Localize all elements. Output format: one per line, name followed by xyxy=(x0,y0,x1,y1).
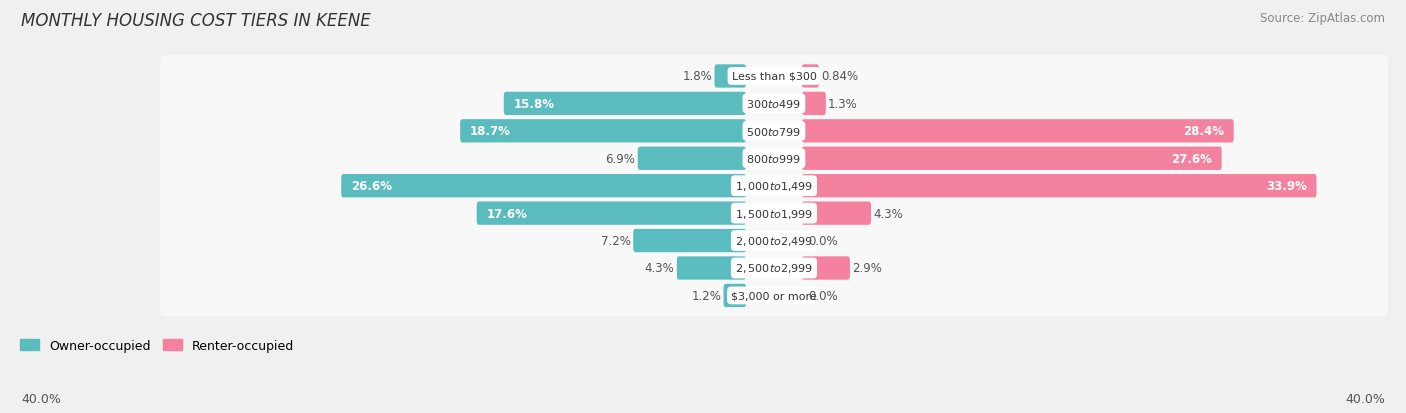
Legend: Owner-occupied, Renter-occupied: Owner-occupied, Renter-occupied xyxy=(15,334,298,357)
FancyBboxPatch shape xyxy=(633,229,747,253)
Text: $300 to $499: $300 to $499 xyxy=(747,98,801,110)
Text: MONTHLY HOUSING COST TIERS IN KEENE: MONTHLY HOUSING COST TIERS IN KEENE xyxy=(21,12,371,30)
FancyBboxPatch shape xyxy=(160,166,1388,207)
Text: 1.2%: 1.2% xyxy=(692,289,721,302)
Text: 28.4%: 28.4% xyxy=(1182,125,1225,138)
FancyBboxPatch shape xyxy=(160,275,1388,316)
FancyBboxPatch shape xyxy=(801,93,825,116)
FancyBboxPatch shape xyxy=(801,65,818,88)
FancyBboxPatch shape xyxy=(160,220,1388,262)
Text: $2,500 to $2,999: $2,500 to $2,999 xyxy=(735,262,813,275)
Text: 0.84%: 0.84% xyxy=(821,70,858,83)
FancyBboxPatch shape xyxy=(160,193,1388,234)
Text: 17.6%: 17.6% xyxy=(486,207,527,220)
Text: 40.0%: 40.0% xyxy=(1346,392,1385,405)
FancyBboxPatch shape xyxy=(160,83,1388,125)
FancyBboxPatch shape xyxy=(160,138,1388,180)
FancyBboxPatch shape xyxy=(724,284,747,307)
FancyBboxPatch shape xyxy=(638,147,747,171)
Text: 6.9%: 6.9% xyxy=(606,152,636,165)
Text: Source: ZipAtlas.com: Source: ZipAtlas.com xyxy=(1260,12,1385,25)
FancyBboxPatch shape xyxy=(801,175,1316,198)
Text: 40.0%: 40.0% xyxy=(21,392,60,405)
Text: 33.9%: 33.9% xyxy=(1265,180,1306,193)
FancyBboxPatch shape xyxy=(160,56,1388,97)
Text: $2,000 to $2,499: $2,000 to $2,499 xyxy=(735,235,813,247)
Text: $1,500 to $1,999: $1,500 to $1,999 xyxy=(735,207,813,220)
FancyBboxPatch shape xyxy=(160,111,1388,152)
Text: $500 to $799: $500 to $799 xyxy=(747,126,801,138)
Text: 18.7%: 18.7% xyxy=(470,125,510,138)
Text: 15.8%: 15.8% xyxy=(513,97,554,111)
FancyBboxPatch shape xyxy=(160,248,1388,289)
Text: $800 to $999: $800 to $999 xyxy=(747,153,801,165)
Text: 1.8%: 1.8% xyxy=(682,70,713,83)
Text: Less than $300: Less than $300 xyxy=(731,72,817,82)
FancyBboxPatch shape xyxy=(676,257,747,280)
Text: 4.3%: 4.3% xyxy=(873,207,903,220)
FancyBboxPatch shape xyxy=(342,175,747,198)
Text: 0.0%: 0.0% xyxy=(808,289,838,302)
Text: 0.0%: 0.0% xyxy=(808,235,838,247)
FancyBboxPatch shape xyxy=(503,93,747,116)
FancyBboxPatch shape xyxy=(801,120,1233,143)
Text: 2.9%: 2.9% xyxy=(852,262,882,275)
Text: 1.3%: 1.3% xyxy=(828,97,858,111)
FancyBboxPatch shape xyxy=(714,65,747,88)
FancyBboxPatch shape xyxy=(801,202,870,225)
Text: $1,000 to $1,499: $1,000 to $1,499 xyxy=(735,180,813,193)
Text: $3,000 or more: $3,000 or more xyxy=(731,291,817,301)
Text: 26.6%: 26.6% xyxy=(352,180,392,193)
FancyBboxPatch shape xyxy=(460,120,747,143)
FancyBboxPatch shape xyxy=(801,147,1222,171)
FancyBboxPatch shape xyxy=(477,202,747,225)
Text: 7.2%: 7.2% xyxy=(602,235,631,247)
Text: 4.3%: 4.3% xyxy=(645,262,675,275)
Text: 27.6%: 27.6% xyxy=(1171,152,1212,165)
FancyBboxPatch shape xyxy=(801,257,851,280)
